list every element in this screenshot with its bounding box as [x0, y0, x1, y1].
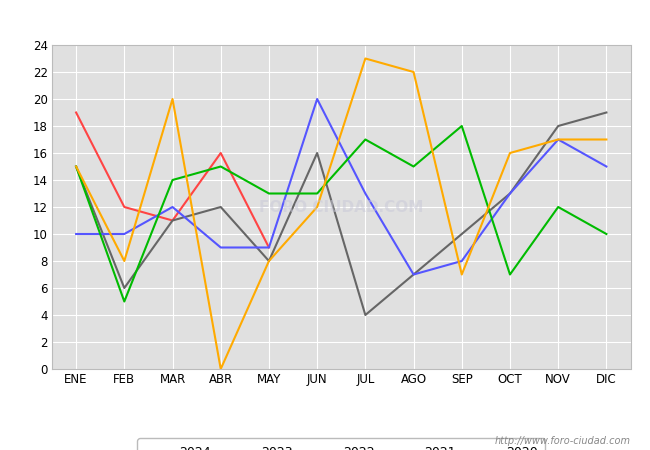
Text: FORO CIUDAD.COM: FORO CIUDAD.COM — [259, 199, 423, 215]
Text: Matriculaciones de Vehiculos en Tarazona: Matriculaciones de Vehiculos en Tarazona — [152, 9, 498, 27]
Text: http://www.foro-ciudad.com: http://www.foro-ciudad.com — [495, 436, 630, 446]
Legend: 2024, 2023, 2022, 2021, 2020: 2024, 2023, 2022, 2021, 2020 — [137, 438, 545, 450]
